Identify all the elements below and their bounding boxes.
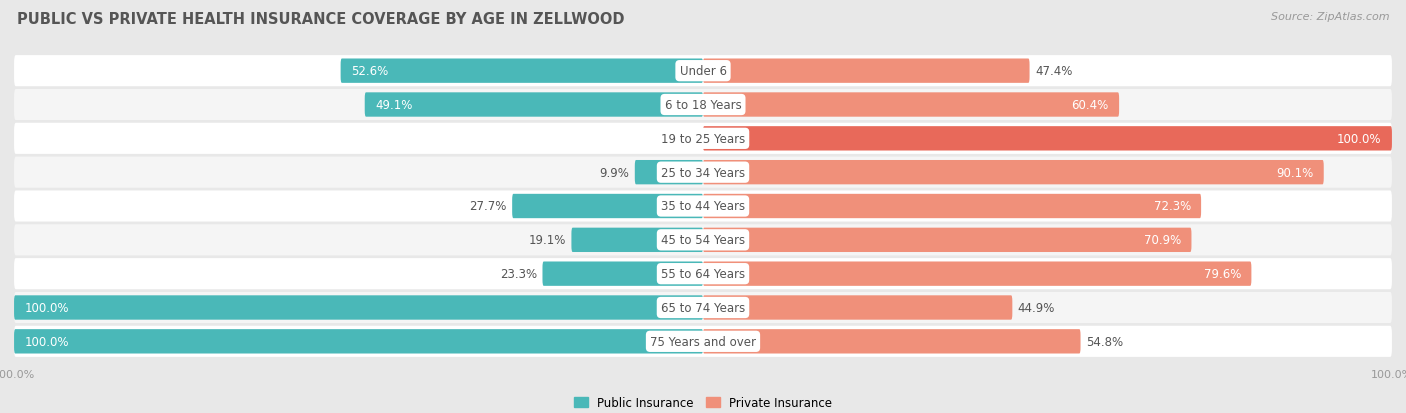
Text: Source: ZipAtlas.com: Source: ZipAtlas.com	[1271, 12, 1389, 22]
FancyBboxPatch shape	[703, 127, 1392, 151]
Text: 72.3%: 72.3%	[1153, 200, 1191, 213]
Text: 19 to 25 Years: 19 to 25 Years	[661, 133, 745, 145]
Text: 79.6%: 79.6%	[1204, 268, 1241, 280]
Text: 52.6%: 52.6%	[352, 65, 388, 78]
Text: 100.0%: 100.0%	[1337, 133, 1382, 145]
Text: 90.1%: 90.1%	[1277, 166, 1313, 179]
FancyBboxPatch shape	[634, 161, 703, 185]
FancyBboxPatch shape	[703, 93, 1119, 117]
Text: 6 to 18 Years: 6 to 18 Years	[665, 99, 741, 112]
FancyBboxPatch shape	[14, 296, 703, 320]
FancyBboxPatch shape	[703, 195, 1201, 218]
Text: 19.1%: 19.1%	[529, 234, 565, 247]
Text: 65 to 74 Years: 65 to 74 Years	[661, 301, 745, 314]
Legend: Public Insurance, Private Insurance: Public Insurance, Private Insurance	[569, 392, 837, 413]
FancyBboxPatch shape	[340, 59, 703, 84]
Text: 100.0%: 100.0%	[24, 301, 69, 314]
Text: 75 Years and over: 75 Years and over	[650, 335, 756, 348]
Text: 23.3%: 23.3%	[501, 268, 537, 280]
FancyBboxPatch shape	[543, 262, 703, 286]
FancyBboxPatch shape	[14, 157, 1392, 188]
FancyBboxPatch shape	[512, 195, 703, 218]
Text: PUBLIC VS PRIVATE HEALTH INSURANCE COVERAGE BY AGE IN ZELLWOOD: PUBLIC VS PRIVATE HEALTH INSURANCE COVER…	[17, 12, 624, 27]
FancyBboxPatch shape	[14, 90, 1392, 121]
Text: 70.9%: 70.9%	[1144, 234, 1181, 247]
FancyBboxPatch shape	[14, 326, 1392, 357]
FancyBboxPatch shape	[14, 259, 1392, 290]
FancyBboxPatch shape	[703, 296, 1012, 320]
FancyBboxPatch shape	[14, 123, 1392, 154]
Text: 25 to 34 Years: 25 to 34 Years	[661, 166, 745, 179]
FancyBboxPatch shape	[571, 228, 703, 252]
FancyBboxPatch shape	[364, 93, 703, 117]
Text: 100.0%: 100.0%	[24, 335, 69, 348]
FancyBboxPatch shape	[703, 161, 1323, 185]
FancyBboxPatch shape	[703, 329, 1081, 354]
FancyBboxPatch shape	[14, 56, 1392, 87]
Text: 54.8%: 54.8%	[1085, 335, 1123, 348]
FancyBboxPatch shape	[14, 225, 1392, 256]
Text: 45 to 54 Years: 45 to 54 Years	[661, 234, 745, 247]
Text: 0.0%: 0.0%	[668, 133, 697, 145]
FancyBboxPatch shape	[14, 329, 703, 354]
FancyBboxPatch shape	[703, 262, 1251, 286]
FancyBboxPatch shape	[14, 191, 1392, 222]
Text: 9.9%: 9.9%	[599, 166, 630, 179]
Text: Under 6: Under 6	[679, 65, 727, 78]
Text: 44.9%: 44.9%	[1018, 301, 1056, 314]
Text: 35 to 44 Years: 35 to 44 Years	[661, 200, 745, 213]
Text: 27.7%: 27.7%	[470, 200, 506, 213]
FancyBboxPatch shape	[703, 59, 1029, 84]
Text: 49.1%: 49.1%	[375, 99, 412, 112]
Text: 55 to 64 Years: 55 to 64 Years	[661, 268, 745, 280]
Text: 60.4%: 60.4%	[1071, 99, 1109, 112]
Text: 47.4%: 47.4%	[1035, 65, 1073, 78]
FancyBboxPatch shape	[14, 292, 1392, 323]
FancyBboxPatch shape	[703, 228, 1191, 252]
